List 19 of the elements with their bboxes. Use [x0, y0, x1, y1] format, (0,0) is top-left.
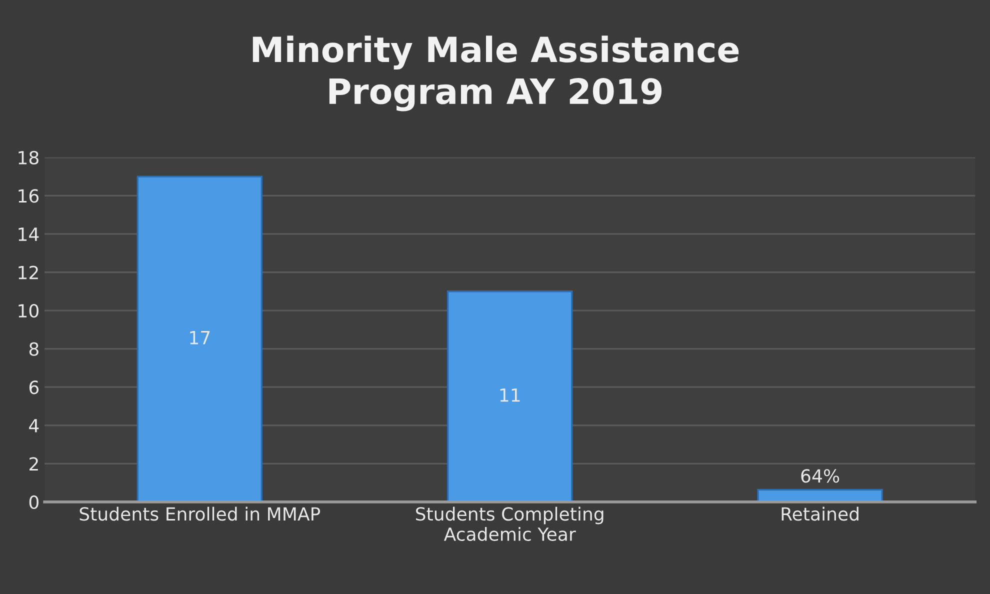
- data-label: 64%: [801, 469, 840, 483]
- y-tick-label: 10: [18, 304, 38, 318]
- y-tick-label: 18: [18, 150, 38, 165]
- data-label: 17: [190, 331, 210, 344]
- y-tick-label: 8: [29, 342, 38, 356]
- y-tick-label: 14: [18, 228, 39, 241]
- chart-title: Minority Male Assistance Program AY 2019: [252, 36, 739, 112]
- x-tick-label: Retained: [782, 506, 858, 521]
- y-tick-label: 16: [18, 189, 39, 203]
- y-tick-label: 12: [18, 266, 38, 280]
- bar: [446, 290, 573, 502]
- y-tick-label: 6: [29, 380, 39, 394]
- x-tick-label: Students Completing Academic Year: [416, 506, 604, 541]
- y-tick-label: 4: [29, 419, 39, 432]
- y-tick-label: 2: [30, 457, 38, 471]
- x-tick-label: Students Enrolled in MMAP: [80, 506, 320, 521]
- data-label: 11: [500, 388, 520, 402]
- bar: [136, 176, 263, 502]
- y-tick-label: 0: [29, 495, 38, 510]
